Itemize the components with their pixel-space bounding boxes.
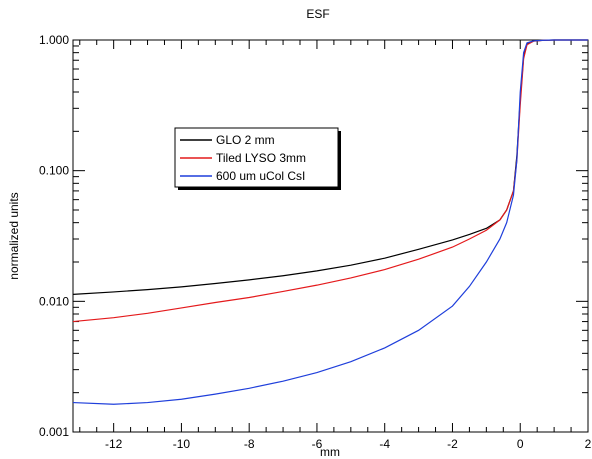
y-tick-label: 0.100: [39, 164, 69, 178]
x-tick-label: -2: [447, 437, 458, 451]
series-layer: [72, 39, 588, 405]
legend-label: GLO 2 mm: [216, 133, 275, 147]
plot-frame: [72, 39, 589, 433]
legend: GLO 2 mm Tiled LYSO 3mm 600 um uCol CsI: [174, 127, 341, 190]
series-line: [72, 39, 588, 405]
axis-ticks: -12 -10 -8 -6 -4 -2 0 2 0.001 0.010 0.100 1.000: [39, 33, 592, 451]
x-tick-label: -10: [173, 437, 191, 451]
y-tick-label: 1.000: [39, 33, 69, 47]
legend-label: Tiled LYSO 3mm: [216, 151, 306, 165]
x-tick-label: 0: [517, 437, 524, 451]
y-axis-label: normalized units: [7, 192, 21, 279]
y-tick-label: 0.010: [39, 294, 69, 308]
x-tick-label: -8: [244, 437, 255, 451]
x-tick-label: 2: [585, 437, 592, 451]
x-tick-label: -12: [105, 437, 123, 451]
chart-title: ESF: [306, 7, 329, 21]
x-axis-label: mm: [320, 445, 340, 459]
legend-label: 600 um uCol CsI: [216, 169, 305, 183]
x-tick-label: -4: [379, 437, 390, 451]
y-tick-label: 0.001: [39, 425, 69, 439]
x-tick-label: -6: [312, 437, 323, 451]
